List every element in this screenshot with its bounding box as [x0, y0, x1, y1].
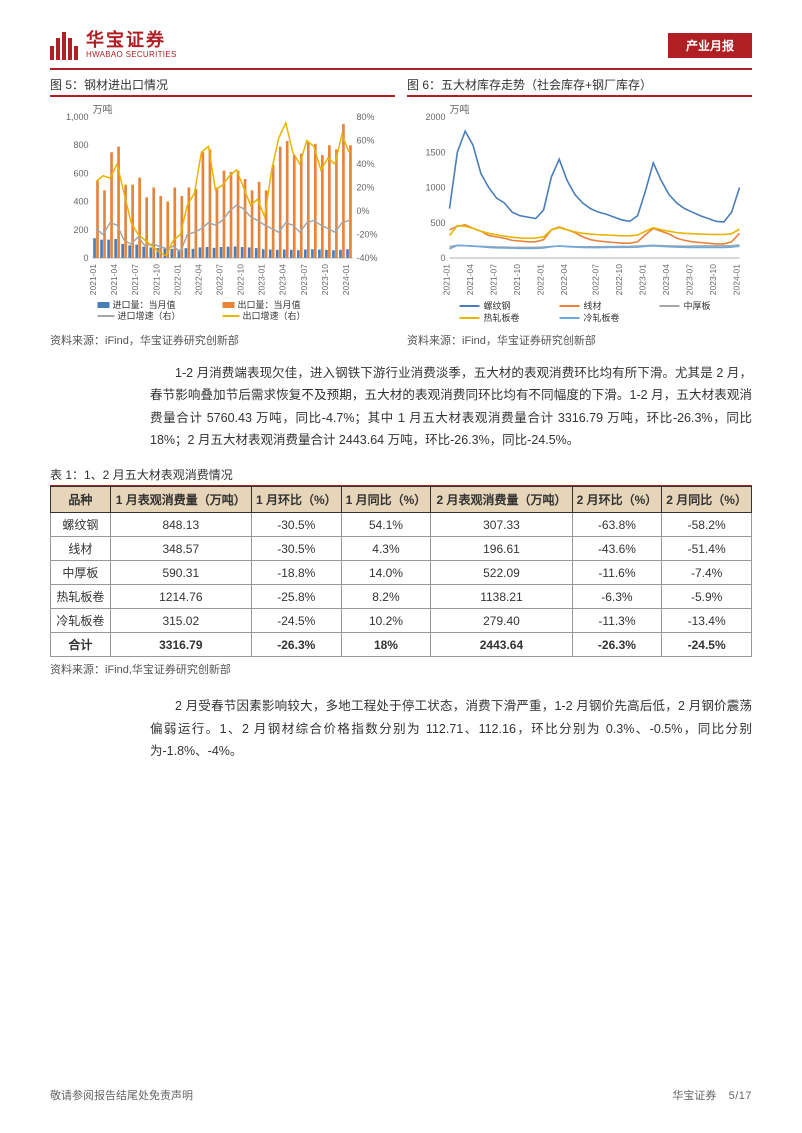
svg-text:2023-04: 2023-04	[661, 263, 671, 294]
svg-text:2022-10: 2022-10	[236, 263, 246, 294]
svg-text:2023-10: 2023-10	[320, 263, 330, 294]
table-header: 2 月表观消费量（万吨）	[431, 487, 572, 513]
svg-text:2021-04: 2021-04	[109, 263, 119, 294]
svg-text:2022-07: 2022-07	[590, 263, 600, 294]
svg-text:万吨: 万吨	[93, 103, 113, 116]
logo-icon	[50, 30, 80, 60]
table-header: 1 月表观消费量（万吨）	[110, 487, 251, 513]
svg-text:600: 600	[73, 168, 88, 178]
page-header: 华宝证券 HWABAO SECURITIES 产业月报	[50, 30, 752, 68]
chart5-box: 万吨 0 200 400 600 800 1,000 -40% -20% 0% 20% 40% 60% 8…	[50, 103, 395, 328]
svg-text:2023-07: 2023-07	[299, 263, 309, 294]
svg-text:2022-10: 2022-10	[614, 263, 624, 294]
chart6-box: 万吨 0 500 1000 1500 2000 2021-01 2021-04 2021-07 2…	[407, 103, 752, 328]
svg-text:-40%: -40%	[357, 253, 378, 263]
svg-text:60%: 60%	[357, 135, 375, 145]
svg-text:2023-10: 2023-10	[708, 263, 718, 294]
chart5-title: 图 5：钢材进出口情况	[50, 76, 395, 93]
logo-en: HWABAO SECURITIES	[86, 51, 177, 60]
logo-cn: 华宝证券	[86, 31, 177, 51]
svg-text:80%: 80%	[357, 112, 375, 122]
report-tag: 产业月报	[668, 33, 752, 58]
svg-text:400: 400	[73, 196, 88, 206]
svg-text:0: 0	[440, 253, 445, 263]
svg-text:800: 800	[73, 140, 88, 150]
table-header: 2 月同比（%）	[662, 487, 752, 513]
svg-text:线材: 线材	[584, 300, 602, 311]
svg-text:2024-01: 2024-01	[341, 263, 351, 294]
chart5-col: 图 5：钢材进出口情况 万吨 0 200 400 600 800 1,000 -40% -20%…	[50, 76, 395, 348]
svg-text:出口量：当月值: 出口量：当月值	[238, 299, 301, 310]
svg-text:500: 500	[430, 217, 445, 227]
paragraph-2: 2 月受春节因素影响较大，多地工程处于停工状态，消费下滑严重，1-2 月钢价先高…	[150, 695, 752, 763]
svg-text:2023-07: 2023-07	[684, 263, 694, 294]
chart6-source: 资料来源：iFind，华宝证券研究创新部	[407, 332, 752, 348]
svg-text:2023-01: 2023-01	[257, 263, 267, 294]
svg-text:出口增速（右）: 出口增速（右）	[243, 310, 306, 321]
svg-text:2021-07: 2021-07	[130, 263, 140, 294]
svg-text:2022-01: 2022-01	[172, 263, 182, 294]
svg-text:1000: 1000	[425, 182, 445, 192]
table-row: 螺纹钢848.13-30.5%54.1%307.33-63.8%-58.2%	[51, 513, 752, 537]
svg-text:2024-01: 2024-01	[732, 263, 742, 294]
footer-page: 5/17	[729, 1090, 752, 1102]
svg-text:2022-04: 2022-04	[559, 263, 569, 294]
table-row: 热轧板卷1214.76-25.8%8.2%1138.21-6.3%-5.9%	[51, 585, 752, 609]
svg-text:-20%: -20%	[357, 229, 378, 239]
svg-text:2022-07: 2022-07	[215, 263, 225, 294]
svg-text:2021-10: 2021-10	[151, 263, 161, 294]
svg-text:2000: 2000	[425, 112, 445, 122]
table-row: 中厚板590.31-18.8%14.0%522.09-11.6%-7.4%	[51, 561, 752, 585]
svg-text:2023-01: 2023-01	[637, 263, 647, 294]
table-row: 线材348.57-30.5%4.3%196.61-43.6%-51.4%	[51, 537, 752, 561]
svg-text:1500: 1500	[425, 147, 445, 157]
svg-text:2021-10: 2021-10	[512, 263, 522, 294]
table-row: 合计3316.79-26.3%18%2443.64-26.3%-24.5%	[51, 633, 752, 657]
svg-text:20%: 20%	[357, 182, 375, 192]
table-row: 冷轧板卷315.02-24.5%10.2%279.40-11.3%-13.4%	[51, 609, 752, 633]
table-header: 1 月环比（%）	[251, 487, 341, 513]
svg-text:冷轧板卷: 冷轧板卷	[584, 312, 620, 323]
table1-source: 资料来源：iFind,华宝证券研究创新部	[50, 661, 752, 677]
svg-text:进口增速（右）: 进口增速（右）	[118, 310, 181, 321]
svg-text:螺纹钢: 螺纹钢	[484, 300, 511, 311]
svg-text:40%: 40%	[357, 159, 375, 169]
table-header: 品种	[51, 487, 111, 513]
svg-text:2021-04: 2021-04	[465, 263, 475, 294]
page-footer: 敬请参阅报告结尾处免责声明 华宝证券 5/17	[50, 1087, 752, 1103]
footer-disclaimer: 敬请参阅报告结尾处免责声明	[50, 1087, 193, 1103]
svg-text:中厚板: 中厚板	[684, 300, 711, 311]
charts-row: 图 5：钢材进出口情况 万吨 0 200 400 600 800 1,000 -40% -20%…	[50, 76, 752, 348]
svg-text:2021-01: 2021-01	[442, 263, 452, 294]
svg-text:2023-04: 2023-04	[278, 263, 288, 294]
svg-text:0%: 0%	[357, 206, 370, 216]
header-rule	[50, 68, 752, 70]
svg-text:2022-01: 2022-01	[536, 263, 546, 294]
logo: 华宝证券 HWABAO SECURITIES	[50, 30, 177, 60]
svg-text:2022-04: 2022-04	[193, 263, 203, 294]
table1: 品种1 月表观消费量（万吨）1 月环比（%）1 月同比（%）2 月表观消费量（万…	[50, 486, 752, 657]
svg-text:2021-01: 2021-01	[88, 263, 98, 294]
svg-text:进口量：当月值: 进口量：当月值	[113, 299, 176, 310]
chart6-col: 图 6：五大材库存走势（社会库存+钢厂库存） 万吨 0 500 1000 1500 200…	[407, 76, 752, 348]
svg-text:0: 0	[83, 253, 88, 263]
svg-text:200: 200	[73, 224, 88, 234]
svg-text:热轧板卷: 热轧板卷	[484, 312, 520, 323]
table1-title: 表 1：1、2 月五大材表观消费情况	[50, 466, 752, 483]
footer-brand: 华宝证券	[672, 1090, 716, 1102]
chart5-source: 资料来源：iFind，华宝证券研究创新部	[50, 332, 395, 348]
svg-text:万吨: 万吨	[450, 103, 470, 116]
svg-text:2021-07: 2021-07	[489, 263, 499, 294]
chart6-title: 图 6：五大材库存走势（社会库存+钢厂库存）	[407, 76, 752, 93]
table-header: 1 月同比（%）	[341, 487, 431, 513]
svg-text:1,000: 1,000	[66, 112, 89, 122]
table-header: 2 月环比（%）	[572, 487, 662, 513]
paragraph-1: 1-2 月消费端表现欠佳，进入钢铁下游行业消费淡季，五大材的表观消费环比均有所下…	[150, 362, 752, 452]
